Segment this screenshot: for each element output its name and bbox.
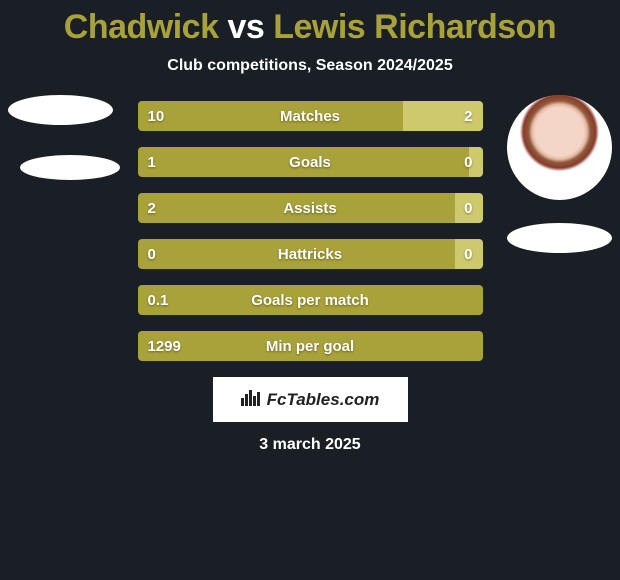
stat-row: Assists2 0 [138,193,483,223]
player2-name: Lewis Richardson [273,8,556,46]
stat-value-right: 0 [464,239,472,269]
stat-label: Min per goal [138,331,483,361]
comparison-content: Matches102Goals10Assists20Hattricks00Goa… [0,101,620,454]
comparison-title: Chadwick vs Lewis Richardson [0,0,620,47]
branding-text: FcTables.com [267,390,380,410]
subtitle: Club competitions, Season 2024/2025 [0,57,620,75]
stat-row: Matches10 2 [138,101,483,131]
stat-row: Hattricks0 0 [138,239,483,269]
branding-badge: FcTables.com [213,377,408,422]
stat-value-right: 0 [464,147,472,177]
stat-row: Min per goal1299 [138,331,483,361]
stat-label: Hattricks [138,239,483,269]
stat-row: Goals1 0 [138,147,483,177]
stat-value-left: 0 [148,239,156,269]
stat-label: Goals [138,147,483,177]
stat-value-left: 2 [148,193,156,223]
stat-row: Goals per match0.1 [138,285,483,315]
stat-value-left: 0.1 [148,285,169,315]
stat-label: Matches [138,101,483,131]
player2-avatar-group [507,95,612,253]
stat-value-right: 2 [464,101,472,131]
vs-text: vs [227,8,264,46]
stat-value-left: 10 [148,101,165,131]
bar-chart-icon [241,388,261,411]
player2-avatar [507,95,612,200]
stat-bars: Matches102Goals10Assists20Hattricks00Goa… [138,101,483,361]
stat-value-left: 1 [148,147,156,177]
stat-value-right: 0 [464,193,472,223]
stat-label: Assists [138,193,483,223]
player2-team-placeholder [507,223,612,253]
player1-avatar-group [8,95,120,180]
comparison-date: 3 march 2025 [0,436,620,454]
player1-name: Chadwick [64,8,219,46]
player1-team-placeholder [20,155,120,180]
stat-label: Goals per match [138,285,483,315]
player1-avatar-placeholder [8,95,113,125]
stat-value-left: 1299 [148,331,181,361]
